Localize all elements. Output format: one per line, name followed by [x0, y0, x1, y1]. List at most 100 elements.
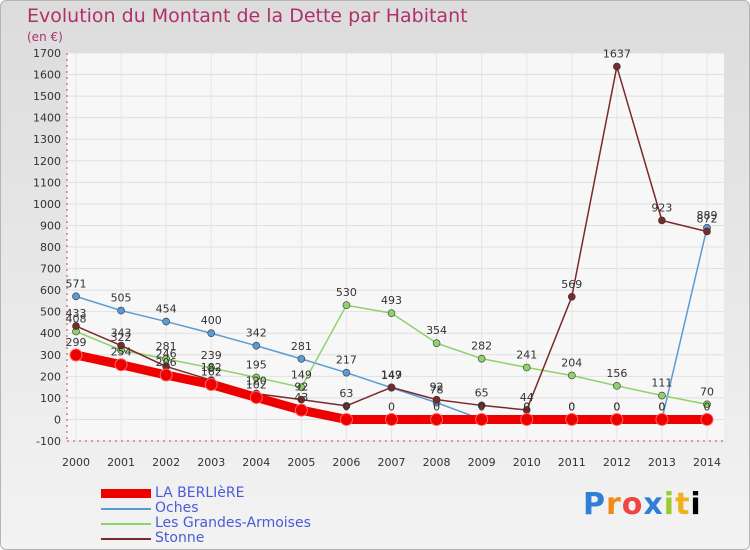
data-point: [72, 292, 80, 301]
data-point: [117, 341, 125, 350]
y-tick-label: 1400: [33, 112, 61, 125]
data-point: [207, 364, 216, 372]
y-tick-label: 1600: [33, 69, 61, 82]
data-label: 354: [426, 324, 447, 337]
data-label: 0: [613, 400, 620, 413]
data-label: 44: [520, 391, 534, 404]
data-label: 569: [561, 278, 582, 291]
data-point: [658, 216, 666, 225]
data-label: 0: [523, 400, 530, 413]
data-label: 889: [697, 209, 718, 222]
legend: LA BERLIèRE Oches Les Grandes-Armoises Ston…: [101, 486, 311, 546]
logo-letter: o: [621, 487, 644, 522]
legend-swatch: [101, 522, 151, 525]
data-label: 282: [471, 340, 492, 353]
data-label: 1637: [603, 48, 631, 61]
x-tick-label: 2007: [378, 456, 406, 469]
logo-letter: x: [643, 487, 664, 522]
data-label: 102: [246, 378, 267, 391]
x-tick-label: 2001: [107, 456, 135, 469]
data-label: 149: [381, 368, 402, 381]
x-tick-label: 2000: [62, 456, 90, 469]
data-point: [387, 309, 396, 317]
legend-swatch: [101, 507, 151, 510]
data-label: 408: [66, 312, 87, 325]
x-tick-label: 2012: [603, 456, 631, 469]
y-tick-label: 100: [40, 392, 61, 405]
data-label: 92: [430, 381, 444, 394]
data-point: [387, 383, 396, 392]
data-label: 195: [246, 358, 267, 371]
legend-item: Les Grandes-Armoises: [101, 516, 311, 531]
data-point: [703, 400, 711, 409]
y-tick-label: 600: [40, 284, 61, 297]
data-label: 0: [568, 400, 575, 413]
data-label: 206: [156, 356, 177, 369]
data-label: 530: [336, 286, 357, 299]
data-point: [162, 355, 170, 363]
data-label: 241: [516, 348, 537, 361]
y-tick-label: 1700: [33, 47, 61, 60]
data-label: 0: [704, 400, 711, 413]
legend-label: Stonne: [155, 530, 205, 546]
data-label: 322: [111, 331, 132, 344]
data-point: [658, 391, 666, 400]
data-label: 571: [66, 277, 87, 290]
x-tick-label: 2008: [423, 456, 451, 469]
data-label: 63: [339, 387, 353, 400]
data-point: [475, 412, 489, 426]
data-label: 70: [700, 385, 714, 398]
data-point: [117, 306, 125, 315]
data-label: 162: [201, 366, 222, 379]
data-point: [700, 412, 714, 426]
data-label: 111: [651, 377, 672, 390]
data-label: 217: [336, 354, 357, 367]
data-label: 342: [246, 327, 267, 340]
data-label: 0: [343, 400, 350, 413]
y-tick-label: 1300: [33, 133, 61, 146]
data-point: [159, 368, 173, 382]
data-point: [567, 371, 576, 380]
data-label: 281: [156, 340, 177, 353]
data-label: 343: [111, 327, 132, 340]
data-point: [520, 412, 534, 426]
data-label: 0: [613, 400, 620, 413]
data-point: [477, 401, 486, 410]
data-point: [565, 412, 579, 426]
x-tick-label: 2010: [513, 456, 541, 469]
data-point: [567, 292, 576, 301]
data-point: [114, 358, 128, 372]
data-label: 78: [430, 384, 444, 397]
data-label: 254: [111, 346, 132, 359]
data-label: 299: [66, 336, 87, 349]
data-point: [207, 329, 216, 338]
data-label: 204: [561, 356, 582, 369]
data-point: [69, 348, 83, 362]
data-label: 156: [606, 367, 627, 380]
data-label: 493: [381, 294, 402, 307]
legend-swatch: [101, 537, 151, 540]
data-point: [613, 62, 621, 71]
data-point: [613, 382, 621, 390]
data-label: 281: [291, 340, 312, 353]
data-point: [342, 402, 351, 410]
y-tick-label: 1100: [33, 176, 61, 189]
data-label: 239: [201, 349, 222, 362]
data-point: [297, 355, 306, 363]
data-label: 0: [433, 400, 440, 413]
data-point: [297, 383, 306, 392]
data-point: [162, 317, 170, 326]
data-point: [294, 403, 308, 417]
y-tick-label: 1200: [33, 155, 61, 168]
data-label: 433: [66, 307, 87, 320]
data-label: 454: [156, 303, 177, 316]
y-tick-label: -100: [36, 435, 61, 448]
logo-letter: r: [606, 487, 622, 522]
data-label: 43: [294, 391, 308, 404]
x-tick-label: 2003: [197, 456, 225, 469]
data-label: 246: [156, 347, 177, 360]
data-label: 147: [381, 369, 402, 382]
data-label: 0: [478, 400, 485, 413]
y-tick-label: 700: [40, 263, 61, 276]
